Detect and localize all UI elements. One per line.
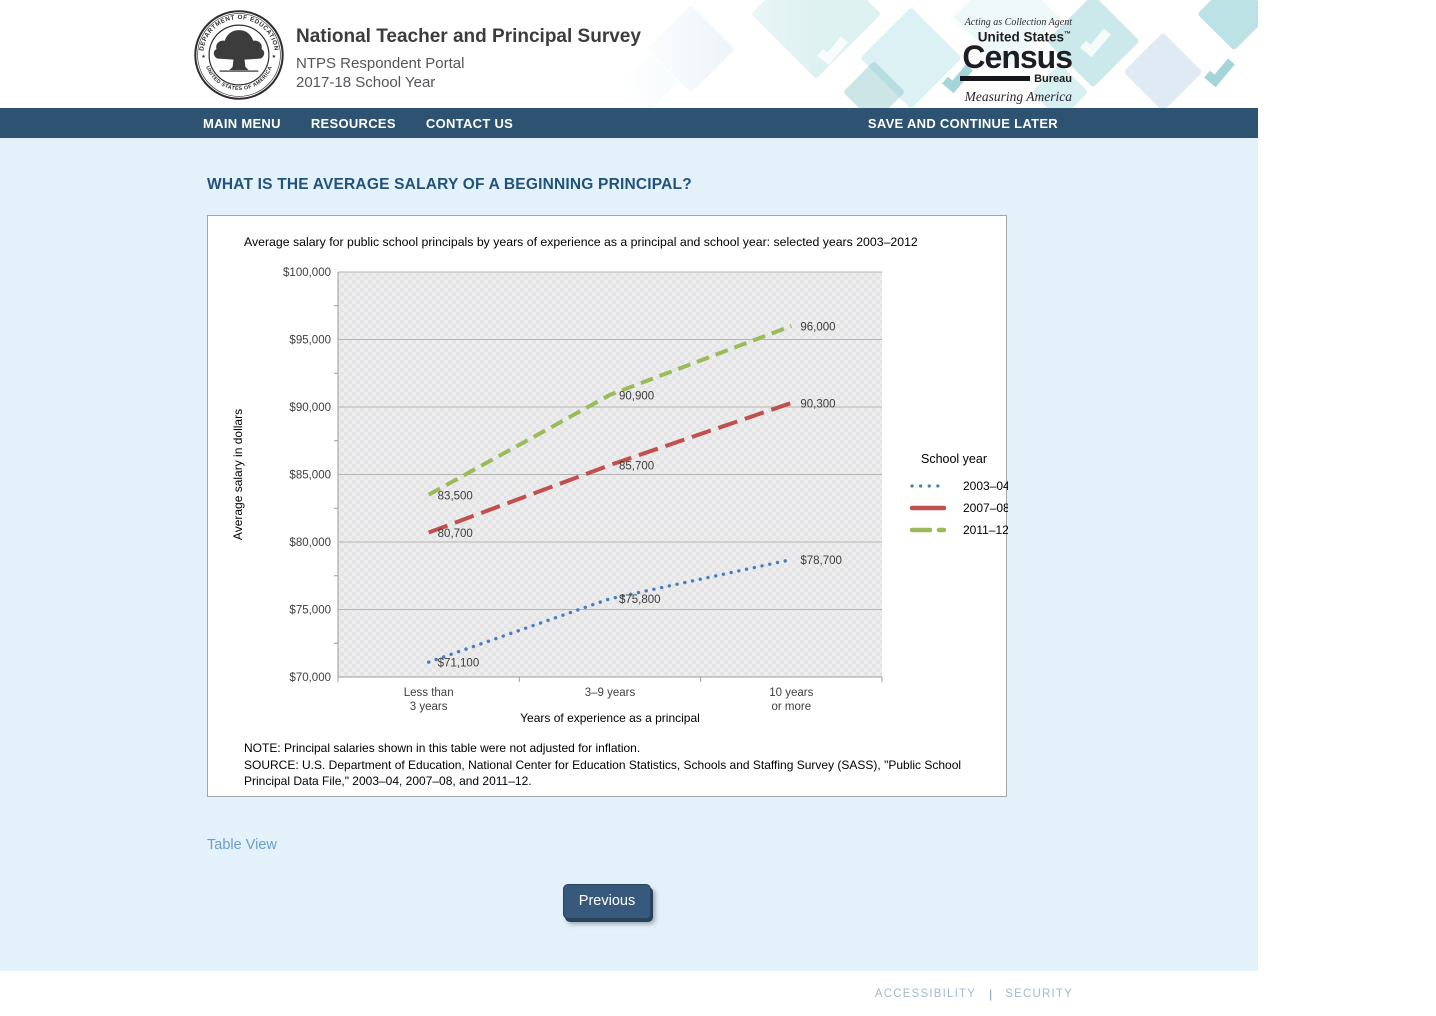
- legend-title: School year: [921, 452, 987, 466]
- nav-main-menu[interactable]: MAIN MENU: [203, 115, 281, 131]
- series-line-2003–04: [426, 557, 794, 664]
- chart-title: Average salary for public school princip…: [244, 235, 918, 249]
- census-bar: [960, 76, 1031, 81]
- footer: ACCESSIBILITY | SECURITY: [0, 971, 1258, 1016]
- pattern-fade-overlay: [620, 0, 1258, 108]
- y-tick-label: $85,000: [289, 470, 331, 482]
- question-title: WHAT IS THE AVERAGE SALARY OF A BEGINNIN…: [207, 176, 692, 193]
- nav-save-and-continue[interactable]: SAVE AND CONTINUE LATER: [867, 115, 1058, 131]
- footer-separator: |: [989, 986, 993, 1001]
- data-label: 80,700: [438, 528, 473, 540]
- data-label: 83,500: [438, 490, 473, 502]
- seal-star-left-icon: ★: [201, 54, 206, 60]
- chart-note: NOTE: Principal salaries shown in this t…: [244, 741, 641, 755]
- nav-contact-us[interactable]: CONTACT US: [425, 115, 514, 131]
- title-block: National Teacher and Principal Survey NT…: [296, 26, 641, 92]
- data-label: 90,900: [619, 390, 654, 402]
- census-bureau-text: Bureau: [1034, 72, 1072, 85]
- x-axis-title: Years of experience as a principal: [520, 711, 700, 725]
- chart-footnotes: NOTE: Principal salaries shown in this t…: [244, 740, 984, 790]
- footer-security-link[interactable]: SECURITY: [1005, 987, 1073, 1000]
- seal-star-right-icon: ★: [272, 54, 277, 60]
- y-tick-label: $90,000: [289, 402, 331, 414]
- trademark-symbol: ™: [1064, 31, 1071, 38]
- table-view-row: Table View: [207, 836, 1258, 854]
- data-label: $71,100: [438, 658, 480, 670]
- x-category-label: 10 years or more: [769, 687, 813, 713]
- y-tick-label: $100,000: [283, 267, 331, 279]
- nav-resources[interactable]: RESOURCES: [310, 115, 396, 131]
- x-category-label: 3–9 years: [585, 687, 636, 699]
- seal-tree-icon: [213, 30, 265, 72]
- school-year-label: 2017-18 School Year: [296, 74, 436, 91]
- seal-graphic: DEPARTMENT OF EDUCATION UNITED STATES OF…: [194, 10, 284, 100]
- y-tick-label: $95,000: [289, 335, 331, 347]
- data-label: 96,000: [800, 322, 835, 334]
- legend-label: 2011–12: [963, 523, 1008, 537]
- census-wordmark: Census: [962, 38, 1073, 75]
- header-decor-pattern: [620, 0, 1258, 108]
- page: DEPARTMENT OF EDUCATION UNITED STATES OF…: [0, 0, 1258, 1016]
- census-united-states: United States™: [960, 28, 1072, 44]
- series-line-2007–08: [427, 401, 792, 535]
- header: DEPARTMENT OF EDUCATION UNITED STATES OF…: [0, 0, 1258, 108]
- data-label: 85,700: [619, 461, 654, 473]
- table-view-link[interactable]: Table View: [207, 837, 277, 853]
- census-bureau-logo: Acting as Collection Agent United States…: [960, 17, 1073, 105]
- y-tick-label: $70,000: [289, 672, 331, 684]
- chart-panel: Average salary for public school princip…: [207, 215, 1008, 797]
- legend-label: 2007–08: [963, 501, 1008, 515]
- census-motto: Measuring America: [964, 88, 1072, 104]
- y-tick-label: $80,000: [289, 537, 331, 549]
- data-label: 90,300: [800, 398, 835, 410]
- app-title: National Teacher and Principal Survey: [296, 26, 641, 47]
- series-line-2011–12: [427, 324, 793, 497]
- census-tagline: Acting as Collection Agent: [964, 17, 1072, 28]
- y-axis-title: Average salary in dollars: [231, 409, 245, 540]
- content-area: WHAT IS THE AVERAGE SALARY OF A BEGINNIN…: [0, 138, 1258, 971]
- chart-source: SOURCE: U.S. Department of Education, Na…: [244, 757, 962, 789]
- data-label: $75,800: [619, 594, 661, 606]
- census-bar-row: Bureau: [960, 73, 1072, 85]
- dept-education-seal: DEPARTMENT OF EDUCATION UNITED STATES OF…: [193, 9, 285, 101]
- app-subtitle: NTPS Respondent Portal: [296, 55, 465, 72]
- salary-line-chart: $70,000 $75,000 $80,000 $85,000 $90,000 $95,0…: [231, 267, 1008, 725]
- legend-label: 2003–04: [963, 479, 1008, 493]
- census-us-text: United States: [977, 29, 1064, 45]
- data-label: $78,700: [800, 555, 842, 567]
- x-category-label: Less than 3 years: [404, 687, 454, 713]
- previous-button[interactable]: Previous: [562, 884, 652, 919]
- button-row: Previous: [207, 884, 1007, 919]
- nav-bar: MAIN MENU RESOURCES CONTACT US SAVE AND …: [0, 108, 1258, 138]
- y-tick-label: $75,000: [289, 605, 331, 617]
- footer-accessibility-link[interactable]: ACCESSIBILITY: [874, 987, 977, 1000]
